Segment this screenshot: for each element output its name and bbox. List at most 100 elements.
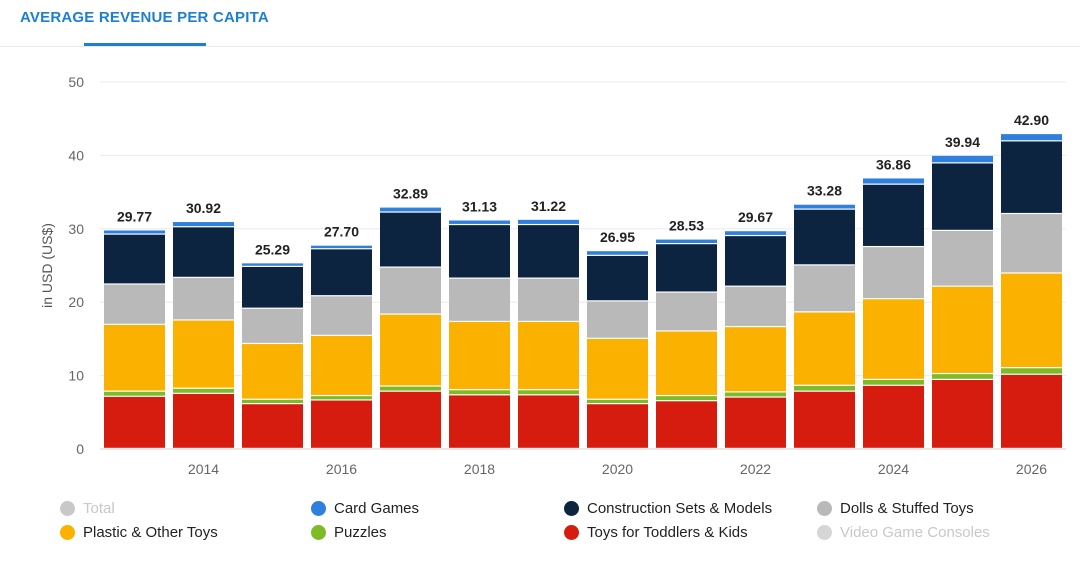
bar-segment-toys-for-toddlers-kids[interactable] bbox=[104, 396, 165, 448]
bar-segment-plastic-other-toys[interactable] bbox=[863, 299, 924, 379]
bar-segment-card-games[interactable] bbox=[311, 245, 372, 249]
bar-segment-construction-sets-models[interactable] bbox=[656, 244, 717, 292]
bar-segment-toys-for-toddlers-kids[interactable] bbox=[449, 395, 510, 448]
bar-group-2025[interactable] bbox=[932, 155, 993, 448]
bar-segment-construction-sets-models[interactable] bbox=[1001, 141, 1062, 213]
bar-segment-plastic-other-toys[interactable] bbox=[656, 331, 717, 395]
bar-segment-plastic-other-toys[interactable] bbox=[449, 322, 510, 390]
bar-segment-card-games[interactable] bbox=[242, 263, 303, 266]
bar-segment-dolls-stuffed-toys[interactable] bbox=[587, 301, 648, 338]
bar-segment-dolls-stuffed-toys[interactable] bbox=[173, 277, 234, 320]
bar-segment-construction-sets-models[interactable] bbox=[587, 255, 648, 301]
bar-group-2013[interactable] bbox=[104, 230, 165, 448]
bar-segment-plastic-other-toys[interactable] bbox=[104, 324, 165, 391]
bar-segment-toys-for-toddlers-kids[interactable] bbox=[863, 385, 924, 448]
bar-segment-card-games[interactable] bbox=[173, 222, 234, 227]
bar-group-2019[interactable] bbox=[518, 219, 579, 448]
bar-segment-card-games[interactable] bbox=[587, 251, 648, 255]
bar-segment-construction-sets-models[interactable] bbox=[242, 266, 303, 308]
bar-group-2020[interactable] bbox=[587, 251, 648, 448]
bar-segment-dolls-stuffed-toys[interactable] bbox=[1001, 214, 1062, 273]
bar-group-2021[interactable] bbox=[656, 239, 717, 448]
bar-segment-card-games[interactable] bbox=[1001, 134, 1062, 141]
bar-segment-puzzles[interactable] bbox=[656, 396, 717, 401]
bar-group-2024[interactable] bbox=[863, 178, 924, 448]
bar-segment-dolls-stuffed-toys[interactable] bbox=[656, 292, 717, 331]
bar-segment-puzzles[interactable] bbox=[311, 396, 372, 400]
bar-segment-plastic-other-toys[interactable] bbox=[932, 286, 993, 373]
bar-segment-plastic-other-toys[interactable] bbox=[587, 338, 648, 399]
bar-segment-card-games[interactable] bbox=[380, 207, 441, 212]
bar-segment-dolls-stuffed-toys[interactable] bbox=[863, 247, 924, 299]
bar-segment-construction-sets-models[interactable] bbox=[311, 249, 372, 296]
bar-segment-toys-for-toddlers-kids[interactable] bbox=[932, 380, 993, 448]
bar-segment-construction-sets-models[interactable] bbox=[449, 225, 510, 278]
bar-segment-card-games[interactable] bbox=[449, 220, 510, 224]
bar-segment-construction-sets-models[interactable] bbox=[518, 225, 579, 278]
bar-segment-puzzles[interactable] bbox=[1001, 368, 1062, 374]
bar-segment-toys-for-toddlers-kids[interactable] bbox=[380, 391, 441, 448]
bar-segment-construction-sets-models[interactable] bbox=[932, 163, 993, 230]
bar-segment-dolls-stuffed-toys[interactable] bbox=[380, 267, 441, 314]
legend-item-plastic-other-toys[interactable]: Plastic & Other Toys bbox=[60, 524, 218, 541]
bar-segment-plastic-other-toys[interactable] bbox=[311, 335, 372, 395]
bar-segment-card-games[interactable] bbox=[794, 204, 855, 209]
bar-segment-dolls-stuffed-toys[interactable] bbox=[242, 308, 303, 343]
bar-segment-card-games[interactable] bbox=[932, 155, 993, 163]
bar-segment-dolls-stuffed-toys[interactable] bbox=[794, 265, 855, 312]
bar-group-2022[interactable] bbox=[725, 231, 786, 448]
legend-item-total[interactable]: Total bbox=[60, 500, 115, 517]
bar-segment-puzzles[interactable] bbox=[725, 392, 786, 397]
bar-group-2018[interactable] bbox=[449, 220, 510, 448]
bar-segment-puzzles[interactable] bbox=[242, 399, 303, 404]
bar-segment-toys-for-toddlers-kids[interactable] bbox=[656, 401, 717, 448]
bar-segment-plastic-other-toys[interactable] bbox=[794, 312, 855, 385]
bar-segment-puzzles[interactable] bbox=[173, 388, 234, 393]
bar-group-2015[interactable] bbox=[242, 263, 303, 448]
bar-segment-dolls-stuffed-toys[interactable] bbox=[104, 284, 165, 324]
bar-segment-toys-for-toddlers-kids[interactable] bbox=[518, 395, 579, 448]
bar-segment-card-games[interactable] bbox=[656, 239, 717, 244]
bar-group-2014[interactable] bbox=[173, 222, 234, 448]
bar-segment-construction-sets-models[interactable] bbox=[173, 227, 234, 277]
bar-segment-puzzles[interactable] bbox=[794, 385, 855, 391]
bar-segment-toys-for-toddlers-kids[interactable] bbox=[587, 404, 648, 448]
bar-segment-construction-sets-models[interactable] bbox=[725, 236, 786, 286]
bar-segment-plastic-other-toys[interactable] bbox=[242, 344, 303, 399]
bar-group-2017[interactable] bbox=[380, 207, 441, 448]
bar-segment-puzzles[interactable] bbox=[449, 390, 510, 395]
bar-segment-puzzles[interactable] bbox=[863, 380, 924, 385]
legend-item-dolls-stuffed-toys[interactable]: Dolls & Stuffed Toys bbox=[817, 500, 974, 517]
bar-segment-dolls-stuffed-toys[interactable] bbox=[725, 286, 786, 326]
bar-group-2026[interactable] bbox=[1001, 134, 1062, 448]
bar-segment-plastic-other-toys[interactable] bbox=[725, 327, 786, 392]
bar-segment-construction-sets-models[interactable] bbox=[380, 212, 441, 267]
bar-segment-toys-for-toddlers-kids[interactable] bbox=[725, 397, 786, 448]
bar-segment-dolls-stuffed-toys[interactable] bbox=[932, 231, 993, 286]
bar-segment-puzzles[interactable] bbox=[380, 386, 441, 391]
bar-group-2023[interactable] bbox=[794, 204, 855, 448]
legend-item-card-games[interactable]: Card Games bbox=[311, 500, 419, 517]
bar-segment-plastic-other-toys[interactable] bbox=[518, 322, 579, 390]
bar-segment-construction-sets-models[interactable] bbox=[794, 209, 855, 265]
bar-segment-plastic-other-toys[interactable] bbox=[173, 320, 234, 388]
bar-segment-dolls-stuffed-toys[interactable] bbox=[449, 278, 510, 321]
bar-segment-puzzles[interactable] bbox=[932, 374, 993, 379]
bar-segment-card-games[interactable] bbox=[518, 219, 579, 224]
legend-item-video-game-consoles[interactable]: Video Game Consoles bbox=[817, 524, 990, 541]
bar-segment-construction-sets-models[interactable] bbox=[863, 184, 924, 246]
bar-segment-toys-for-toddlers-kids[interactable] bbox=[311, 400, 372, 448]
bar-segment-plastic-other-toys[interactable] bbox=[380, 314, 441, 386]
bar-segment-toys-for-toddlers-kids[interactable] bbox=[794, 391, 855, 448]
bar-segment-puzzles[interactable] bbox=[518, 390, 579, 395]
bar-segment-plastic-other-toys[interactable] bbox=[1001, 273, 1062, 368]
bar-segment-card-games[interactable] bbox=[863, 178, 924, 184]
bar-segment-puzzles[interactable] bbox=[587, 399, 648, 404]
bar-segment-construction-sets-models[interactable] bbox=[104, 234, 165, 284]
legend-item-toys-for-toddlers-kids[interactable]: Toys for Toddlers & Kids bbox=[564, 524, 748, 541]
bar-segment-card-games[interactable] bbox=[725, 231, 786, 235]
bar-segment-toys-for-toddlers-kids[interactable] bbox=[173, 393, 234, 448]
legend-item-construction-sets-models[interactable]: Construction Sets & Models bbox=[564, 500, 772, 517]
bar-segment-toys-for-toddlers-kids[interactable] bbox=[242, 404, 303, 448]
bar-segment-dolls-stuffed-toys[interactable] bbox=[311, 296, 372, 335]
